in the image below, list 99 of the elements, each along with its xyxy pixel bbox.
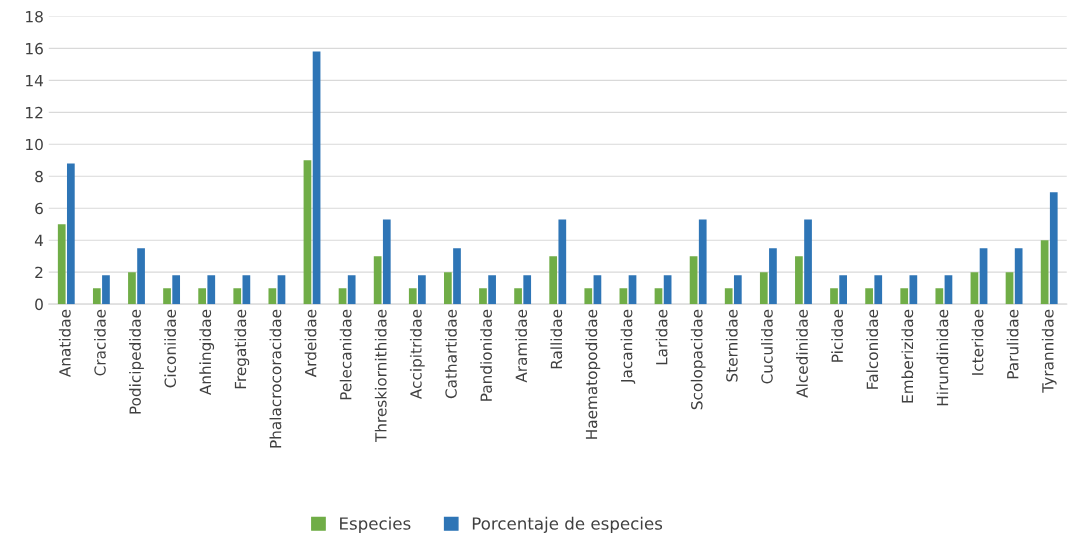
bar	[163, 288, 171, 305]
bar	[1005, 272, 1014, 305]
x-tick-label: Ardeidae	[304, 309, 317, 378]
bar	[830, 288, 838, 305]
x-tick-label: Laridae	[655, 309, 668, 365]
bar	[66, 163, 75, 305]
y-tick-label: 18	[26, 10, 43, 23]
bar	[312, 51, 321, 305]
bar	[654, 288, 663, 305]
bar	[92, 288, 101, 305]
x-tick-label: Accipitridae	[409, 309, 425, 400]
x-tick-label: Anhingidae	[199, 309, 215, 396]
x-tick-label: Rallidae	[550, 309, 563, 369]
x-tick-label: Phalacrocoracidae	[269, 309, 282, 448]
bar	[102, 275, 110, 305]
bar	[1014, 248, 1023, 305]
x-tick-label: Aramidae	[515, 309, 528, 383]
x-tick-label: Cracidae	[94, 309, 106, 376]
bar	[488, 275, 496, 305]
bar	[724, 288, 733, 305]
bar	[979, 248, 988, 305]
x-tick-label: Emberizidae	[901, 309, 914, 403]
bar	[619, 288, 628, 305]
bar	[418, 275, 426, 305]
y-tick-label: 14	[26, 75, 44, 87]
bar	[733, 275, 742, 305]
x-tick-label: Pelecanidae	[339, 309, 352, 400]
bar	[303, 160, 312, 305]
bar	[128, 272, 136, 305]
x-tick-label: Podicipedidae	[129, 309, 144, 414]
bar	[172, 275, 181, 305]
y-tick-label: 8	[35, 170, 43, 183]
bar	[909, 275, 918, 305]
x-tick-label: Jacanidae	[620, 309, 636, 384]
bar	[514, 288, 522, 305]
y-tick-label: 6	[35, 202, 43, 215]
y-tick-label: 16	[26, 42, 43, 55]
legend-label: Especies	[340, 516, 411, 533]
x-tick-label: Ciconiidae	[164, 309, 177, 388]
x-tick-label: Sternidae	[725, 309, 738, 382]
bar	[628, 275, 637, 305]
bar	[874, 275, 883, 305]
bar	[408, 288, 417, 305]
x-tick-label: Hirundinidae	[936, 309, 949, 406]
bar	[444, 272, 452, 305]
x-tick-label: Tyrannidae	[1041, 309, 1057, 393]
bar	[479, 288, 487, 305]
x-tick-label: Fregatidae	[234, 309, 250, 389]
bar	[839, 275, 847, 305]
bar	[944, 275, 953, 305]
bar	[382, 219, 391, 305]
bar	[268, 288, 277, 305]
y-tick-label: 2	[35, 266, 43, 278]
y-tick-label: 12	[26, 106, 43, 119]
bar	[689, 256, 698, 305]
x-tick-label: Anatidae	[58, 309, 71, 378]
bar	[558, 219, 567, 305]
bar	[373, 256, 382, 305]
bar	[137, 248, 145, 305]
y-tick-label: 10	[26, 138, 43, 151]
bar	[57, 224, 66, 305]
y-tick-label: 4	[34, 234, 44, 247]
bar	[233, 288, 242, 305]
y-tick-label: 0	[35, 298, 43, 311]
x-tick-label: Pandionidae	[480, 309, 492, 401]
bar	[935, 288, 944, 305]
bar	[593, 275, 602, 305]
x-tick-label: Cuculidae	[760, 309, 773, 384]
bar	[1049, 192, 1058, 305]
x-tick-label: Falconidae	[866, 309, 879, 389]
bar	[865, 288, 873, 305]
x-tick-label: Alcedinidae	[796, 309, 808, 398]
bar	[795, 256, 803, 305]
bar	[900, 288, 909, 305]
bar	[338, 288, 347, 305]
bar	[198, 288, 206, 305]
legend-label: Porcentaje de especies	[472, 516, 663, 533]
bar	[453, 248, 461, 305]
bar	[769, 248, 777, 305]
bar	[549, 256, 558, 305]
bar	[663, 275, 672, 305]
bar	[523, 275, 532, 305]
bar	[277, 275, 286, 305]
x-tick-label: Scolopacidae	[690, 309, 706, 410]
bar	[584, 288, 593, 305]
bar	[1040, 240, 1049, 305]
bar	[207, 275, 216, 305]
bar	[698, 219, 707, 305]
x-tick-label: Haematopodidae	[585, 309, 601, 439]
x-tick-label: Icteridae	[971, 309, 984, 375]
x-tick-label: Parulidae	[1006, 309, 1019, 379]
bar	[347, 275, 356, 305]
bar	[804, 219, 812, 305]
x-tick-label: Cathartidae	[445, 309, 457, 399]
bar	[970, 272, 979, 305]
x-tick-label: Threskiornithidae	[374, 309, 387, 443]
bar	[242, 275, 251, 305]
x-tick-label: Picidae	[831, 309, 844, 362]
bar	[759, 272, 768, 305]
